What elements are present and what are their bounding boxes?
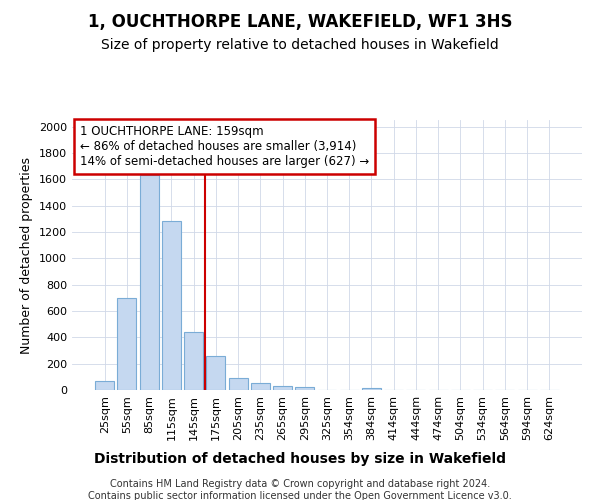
Bar xyxy=(95,382,114,390)
Text: Distribution of detached houses by size in Wakefield: Distribution of detached houses by size … xyxy=(94,452,506,466)
Text: 1 OUCHTHORPE LANE: 159sqm
← 86% of detached houses are smaller (3,914)
14% of se: 1 OUCHTHORPE LANE: 159sqm ← 86% of detac… xyxy=(80,126,369,168)
Bar xyxy=(273,386,292,390)
Bar xyxy=(118,298,136,390)
Text: Size of property relative to detached houses in Wakefield: Size of property relative to detached ho… xyxy=(101,38,499,52)
Bar xyxy=(251,384,270,390)
Bar xyxy=(184,332,203,390)
Bar xyxy=(295,386,314,390)
Bar xyxy=(362,388,381,390)
Text: Contains public sector information licensed under the Open Government Licence v3: Contains public sector information licen… xyxy=(88,491,512,500)
Bar xyxy=(162,221,181,390)
Bar xyxy=(229,378,248,390)
Text: Contains HM Land Registry data © Crown copyright and database right 2024.: Contains HM Land Registry data © Crown c… xyxy=(110,479,490,489)
Bar xyxy=(206,356,225,390)
Text: 1, OUCHTHORPE LANE, WAKEFIELD, WF1 3HS: 1, OUCHTHORPE LANE, WAKEFIELD, WF1 3HS xyxy=(88,12,512,30)
Y-axis label: Number of detached properties: Number of detached properties xyxy=(20,156,34,354)
Bar xyxy=(140,174,158,390)
